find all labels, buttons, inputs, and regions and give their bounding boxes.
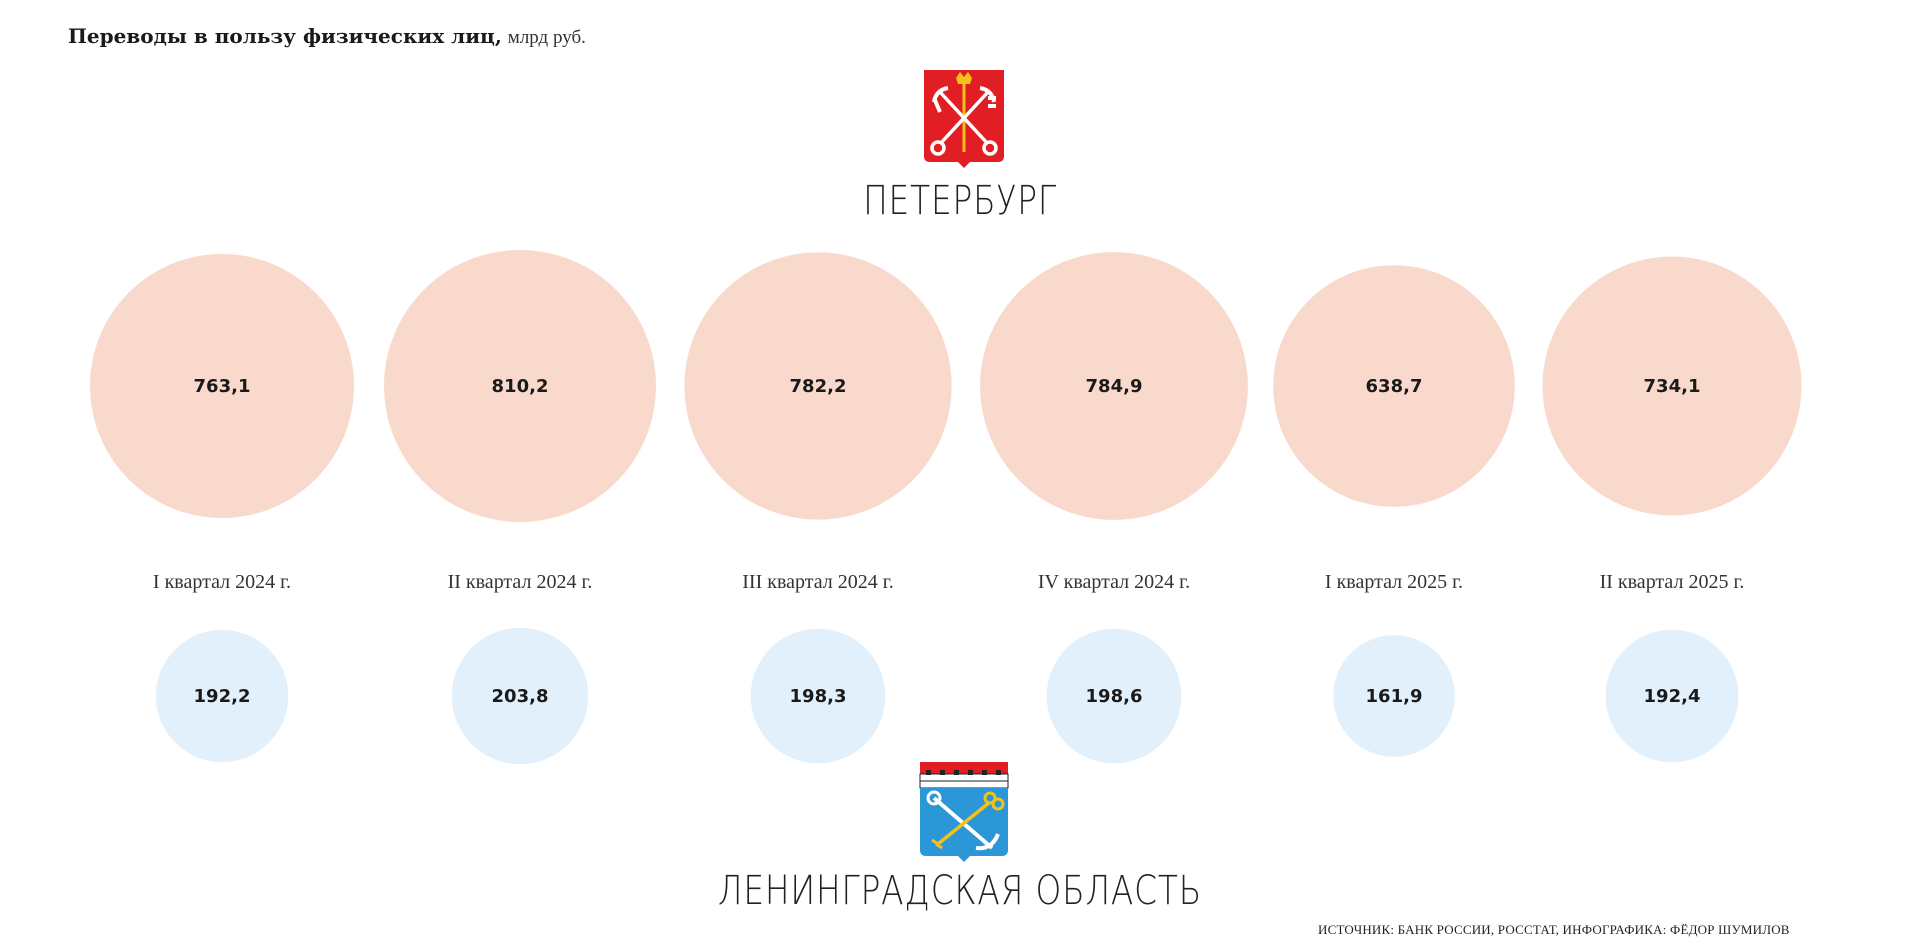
- spb-value-label: 763,1: [194, 376, 251, 397]
- spb-coat-of-arms-icon: [924, 70, 1004, 168]
- lo-value-label: 161,9: [1366, 686, 1423, 707]
- lo-value-label: 198,3: [790, 686, 847, 707]
- quarter-label: I квартал 2024 г.: [153, 571, 291, 593]
- spb-bubble: [384, 250, 656, 522]
- spb-bubble: [684, 252, 952, 520]
- spb-value-label: 782,2: [790, 376, 847, 397]
- spb-value-label: 734,1: [1644, 376, 1701, 397]
- quarter-label: IV квартал 2024 г.: [1038, 571, 1190, 593]
- source-note: ИСТОЧНИК: БАНК РОССИИ, РОССТАТ, ИНФОГРАФ…: [1318, 922, 1790, 937]
- lo-value-label: 192,2: [194, 686, 251, 707]
- lo-value-label: 198,6: [1086, 686, 1143, 707]
- quarter-label: III квартал 2024 г.: [742, 571, 893, 593]
- lo-coat-of-arms-icon: [919, 762, 1009, 862]
- spb-bubble: [90, 254, 354, 518]
- spb-value-label: 784,9: [1086, 376, 1143, 397]
- quarter-label: II квартал 2025 г.: [1600, 571, 1745, 593]
- lo-bubble: [155, 629, 289, 763]
- lo-region-name: ЛЕНИНГРАДСКАЯ ОБЛАСТЬ: [717, 868, 1203, 914]
- chart-title-main: Переводы в пользу физических лиц,: [68, 24, 502, 48]
- quarter-label: II квартал 2024 г.: [448, 571, 593, 593]
- spb-bubble: [1273, 265, 1515, 507]
- lo-value-label: 203,8: [492, 686, 549, 707]
- spb-bubble: [980, 252, 1248, 520]
- lo-bubble: [1333, 635, 1455, 757]
- lo-bubble: [1046, 628, 1182, 764]
- spb-region-name: ПЕТЕРБУРГ: [863, 178, 1057, 224]
- spb-value-label: 638,7: [1366, 376, 1423, 397]
- spb-value-label: 810,2: [492, 376, 549, 397]
- lo-bubble: [750, 628, 886, 764]
- chart-title-unit: млрд руб.: [507, 27, 586, 48]
- quarter-label: I квартал 2025 г.: [1325, 571, 1463, 593]
- lo-bubble: [1605, 629, 1739, 763]
- chart-title: Переводы в пользу физических лиц, млрд ру…: [68, 24, 586, 49]
- lo-bubble: [451, 627, 589, 765]
- lo-value-label: 192,4: [1644, 686, 1701, 707]
- spb-bubble: [1542, 256, 1802, 516]
